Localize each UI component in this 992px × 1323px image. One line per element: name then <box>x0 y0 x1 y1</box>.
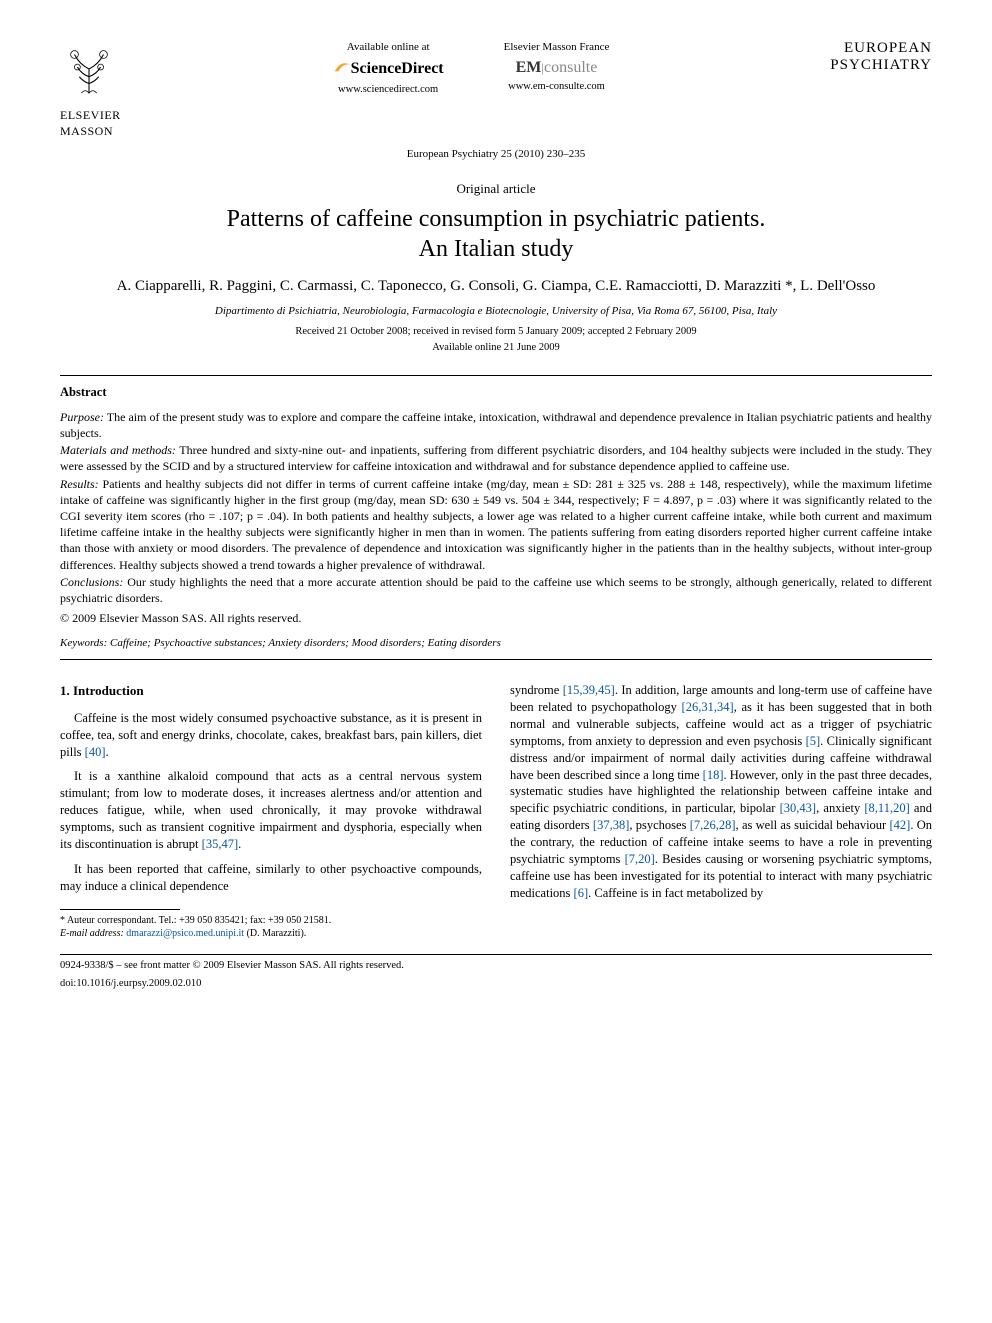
results-label: Results: <box>60 477 99 491</box>
sciencedirect-block: Available online at ScienceDirect www.sc… <box>333 40 444 98</box>
intro-p-cont: syndrome [15,39,45]. In addition, large … <box>510 682 932 901</box>
citation-line: European Psychiatry 25 (2010) 230–235 <box>60 147 932 162</box>
sd-name: ScienceDirect <box>351 60 444 77</box>
emconsulte-logo: EM|consulte <box>504 57 610 79</box>
body-columns: 1. Introduction Caffeine is the most wid… <box>60 682 932 939</box>
intro-p3: It has been reported that caffeine, simi… <box>60 861 482 895</box>
corr-email[interactable]: dmarazzi@psico.med.unipi.it <box>124 928 244 939</box>
abstract-conclusions: Conclusions: Our study highlights the ne… <box>60 574 932 606</box>
ref-37-38[interactable]: [37,38] <box>593 818 629 832</box>
em-bold: EM <box>516 59 542 76</box>
ref-42[interactable]: [42] <box>889 818 910 832</box>
abstract-results: Results: Patients and healthy subjects d… <box>60 476 932 573</box>
header-row: ELSEVIER MASSON Available online at Scie… <box>60 40 932 139</box>
ref-8-11-20[interactable]: [8,11,20] <box>864 801 909 815</box>
email-who: (D. Marazziti). <box>244 928 306 939</box>
publisher-name: ELSEVIER MASSON <box>60 107 180 139</box>
sd-swoosh-icon <box>333 57 351 82</box>
intro-p2: It is a xanthine alkaloid compound that … <box>60 768 482 852</box>
conclusions-text: Our study highlights the need that a mor… <box>60 575 932 605</box>
abstract-heading: Abstract <box>60 384 932 401</box>
purpose-label: Purpose: <box>60 410 104 424</box>
footnote-separator <box>60 909 180 910</box>
sciencedirect-logo: ScienceDirect <box>333 57 444 82</box>
article-type: Original article <box>60 180 932 198</box>
methods-label: Materials and methods: <box>60 443 176 457</box>
keywords-line: Keywords: Caffeine; Psychoactive substan… <box>60 636 932 651</box>
results-text: Patients and healthy subjects did not di… <box>60 477 932 572</box>
abstract-methods: Materials and methods: Three hundred and… <box>60 442 932 474</box>
corr-author-line: * Auteur correspondant. Tel.: +39 050 83… <box>60 914 482 927</box>
doi-line: doi:10.1016/j.eurpsy.2009.02.010 <box>60 977 932 991</box>
title-line2: An Italian study <box>419 236 574 262</box>
ref-30-43[interactable]: [30,43] <box>780 801 816 815</box>
purpose-text: The aim of the present study was to expl… <box>60 410 932 440</box>
corresponding-author-footnote: * Auteur correspondant. Tel.: +39 050 83… <box>60 914 482 940</box>
emconsulte-block: Elsevier Masson France EM|consulte www.e… <box>504 40 610 98</box>
conclusions-label: Conclusions: <box>60 575 123 589</box>
center-brands: Available online at ScienceDirect www.sc… <box>180 40 762 98</box>
journal-brand: EUROPEAN PSYCHIATRY <box>762 40 932 75</box>
abstract-purpose: Purpose: The aim of the present study wa… <box>60 409 932 441</box>
keywords-text: Caffeine; Psychoactive substances; Anxie… <box>107 637 501 649</box>
rule-top <box>60 375 932 376</box>
em-consulte: consulte <box>544 59 597 76</box>
em-url[interactable]: www.em-consulte.com <box>504 80 610 94</box>
ref-18[interactable]: [18] <box>703 768 724 782</box>
ref-35-47[interactable]: [35,47] <box>202 837 238 851</box>
ref-7-26-28[interactable]: [7,26,28] <box>690 818 736 832</box>
issn-line: 0924-9338/$ – see front matter © 2009 El… <box>60 959 932 973</box>
corr-email-line: E-mail address: dmarazzi@psico.med.unipi… <box>60 927 482 940</box>
title-line1: Patterns of caffeine consumption in psyc… <box>227 206 766 232</box>
authors-list: A. Ciapparelli, R. Paggini, C. Carmassi,… <box>60 276 932 296</box>
rule-bottom <box>60 659 932 660</box>
ref-26-31-34[interactable]: [26,31,34] <box>682 700 734 714</box>
intro-p1: Caffeine is the most widely consumed psy… <box>60 710 482 761</box>
em-line1: Elsevier Masson France <box>504 40 610 55</box>
sd-available-label: Available online at <box>333 40 444 55</box>
article-dates: Received 21 October 2008; received in re… <box>60 325 932 339</box>
left-column: 1. Introduction Caffeine is the most wid… <box>60 682 482 939</box>
ref-15-39-45[interactable]: [15,39,45] <box>563 683 615 697</box>
methods-text: Three hundred and sixty-nine out- and in… <box>60 443 932 473</box>
publisher-logo: ELSEVIER MASSON <box>60 40 180 139</box>
available-online-date: Available online 21 June 2009 <box>60 341 932 355</box>
article-title: Patterns of caffeine consumption in psyc… <box>60 204 932 264</box>
keywords-label: Keywords: <box>60 637 107 649</box>
elsevier-tree-icon <box>60 40 118 98</box>
footer-rule <box>60 954 932 955</box>
ref-7-20[interactable]: [7,20] <box>625 852 655 866</box>
right-column: syndrome [15,39,45]. In addition, large … <box>510 682 932 939</box>
abstract-copyright: © 2009 Elsevier Masson SAS. All rights r… <box>60 610 932 626</box>
journal-line1: EUROPEAN <box>762 40 932 57</box>
email-label: E-mail address: <box>60 928 124 939</box>
ref-6[interactable]: [6] <box>574 886 589 900</box>
journal-line2: PSYCHIATRY <box>762 57 932 74</box>
section-heading-intro: 1. Introduction <box>60 682 482 700</box>
ref-40[interactable]: [40] <box>85 745 106 759</box>
affiliation: Dipartimento di Psichiatria, Neurobiolog… <box>60 304 932 319</box>
sd-url[interactable]: www.sciencedirect.com <box>333 83 444 97</box>
ref-5[interactable]: [5] <box>806 734 821 748</box>
